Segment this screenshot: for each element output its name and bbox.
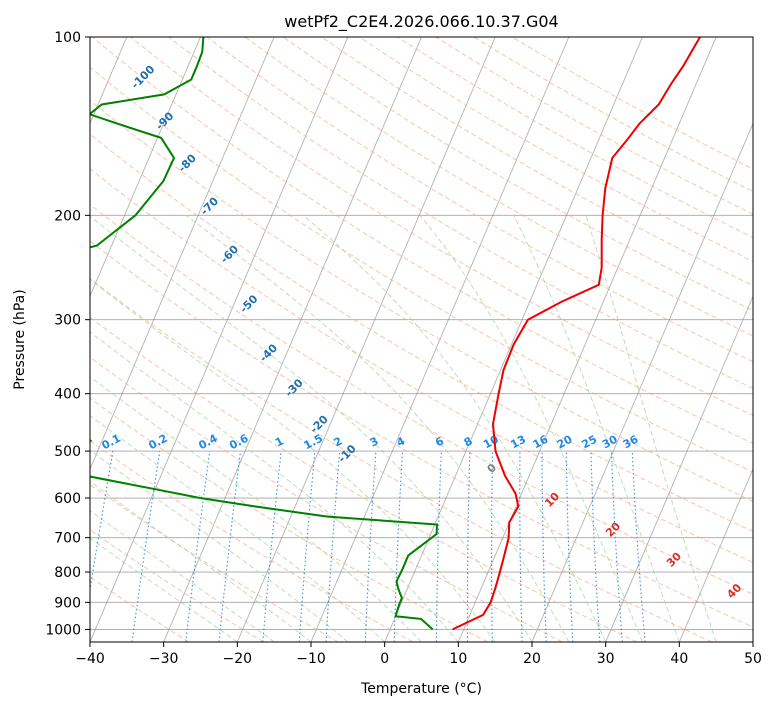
x-tick-label: 0 xyxy=(380,651,389,667)
x-axis-label: Temperature (°C) xyxy=(360,681,482,697)
y-tick-label: 500 xyxy=(54,444,81,460)
y-tick-label: 100 xyxy=(54,30,81,46)
y-tick-label: 300 xyxy=(54,313,81,329)
y-tick-label: 1000 xyxy=(45,622,81,638)
y-tick-label: 400 xyxy=(54,387,81,403)
x-tick-label: −40 xyxy=(75,651,105,667)
x-tick-label: 50 xyxy=(744,651,762,667)
chart-title: wetPf2_C2E4.2026.066.10.37.G04 xyxy=(284,12,558,32)
x-tick-label: 30 xyxy=(597,651,615,667)
y-tick-label: 900 xyxy=(54,595,81,611)
y-axis-label: Pressure (hPa) xyxy=(12,289,28,389)
x-tick-label: 20 xyxy=(523,651,541,667)
x-tick-label: −20 xyxy=(223,651,253,667)
y-tick-label: 600 xyxy=(54,491,81,507)
x-tick-label: 40 xyxy=(670,651,688,667)
x-tick-label: 10 xyxy=(449,651,467,667)
x-tick-label: −30 xyxy=(149,651,179,667)
y-tick-label: 700 xyxy=(54,531,81,547)
y-tick-label: 800 xyxy=(54,565,81,581)
y-tick-label: 200 xyxy=(54,208,81,224)
x-tick-label: −10 xyxy=(296,651,326,667)
